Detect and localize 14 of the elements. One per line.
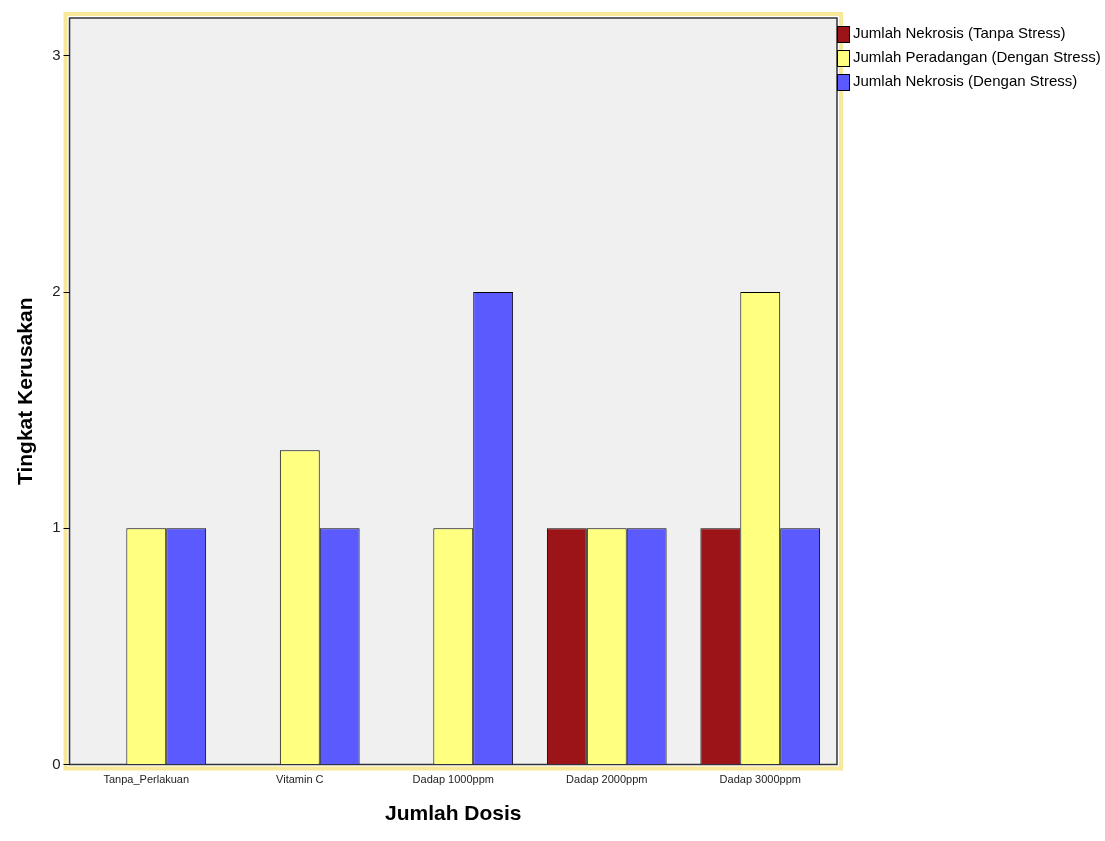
y-tick-label: 2 (52, 282, 61, 300)
legend-label: Jumlah Nekrosis (Tanpa Stress) (853, 24, 1066, 41)
y-tick-label: 3 (52, 45, 61, 63)
x-axis-title: Jumlah Dosis (385, 801, 522, 825)
x-tick-label: Dadap 2000ppm (566, 773, 648, 786)
x-tick-label: Dadap 1000ppm (412, 773, 494, 786)
y-tick-label: 1 (52, 518, 61, 536)
x-tick-label: Dadap 3000ppm (719, 773, 801, 786)
y-axis-title: Tingkat Kerusakan (13, 297, 37, 486)
x-tick-label: Tanpa_Perlakuan (103, 773, 190, 786)
y-tick-label: 0 (52, 754, 61, 772)
legend-label: Jumlah Peradangan (Dengan Stress) (853, 48, 1101, 65)
x-tick-label: Vitamin C (276, 773, 324, 786)
legend-label: Jumlah Nekrosis (Dengan Stress) (853, 72, 1078, 89)
